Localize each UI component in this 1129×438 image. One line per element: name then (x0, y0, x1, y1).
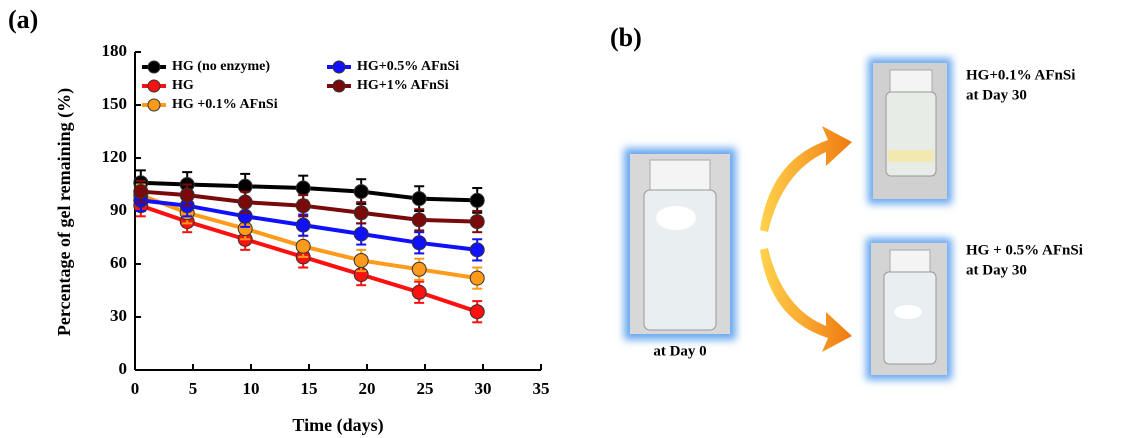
y-tick-label: 30 (110, 306, 127, 325)
data-point (412, 192, 426, 206)
data-point (412, 213, 426, 227)
y-tick-label: 90 (110, 200, 127, 219)
legend-marker (148, 99, 160, 111)
caption: HG+0.1% AFnSi (966, 67, 1075, 83)
legend-label: HG +0.1% AFnSi (172, 97, 278, 112)
caption: at Day 30 (966, 262, 1027, 278)
photo-day0 (624, 148, 736, 340)
legend-label: HG (172, 78, 194, 93)
data-point (180, 188, 194, 202)
y-tick-label: 180 (102, 41, 128, 60)
data-point (238, 195, 252, 209)
panel-label: (a) (8, 5, 38, 34)
data-point (470, 271, 484, 285)
arrow (760, 248, 852, 352)
x-tick-label: 15 (301, 379, 318, 398)
data-point (470, 305, 484, 319)
x-tick-label: 0 (131, 379, 140, 398)
y-tick-label: 150 (102, 94, 128, 113)
legend-label: HG+0.5% AFnSi (357, 59, 459, 74)
y-tick-label: 120 (102, 147, 128, 166)
x-axis-label: Time (days) (292, 415, 383, 436)
data-point (134, 185, 148, 199)
x-tick-label: 10 (243, 379, 260, 398)
data-point (354, 206, 368, 220)
caption: HG + 0.5% AFnSi (966, 242, 1083, 258)
x-tick-label: 25 (417, 379, 434, 398)
y-axis-label: Percentage of gel remaining (%) (54, 88, 75, 336)
y-tick-label: 60 (110, 253, 127, 272)
y-tick-label: 0 (119, 359, 128, 378)
arrow (760, 126, 852, 232)
legend-marker (148, 80, 160, 92)
caption: at Day 30 (966, 87, 1027, 103)
x-tick-label: 35 (533, 379, 550, 398)
data-point (354, 227, 368, 241)
legend-marker (148, 61, 160, 73)
legend-label: HG+1% AFnSi (357, 78, 449, 93)
figure: (a) Time (days) Percentage of gel remain… (0, 0, 1129, 438)
data-point (296, 181, 310, 195)
data-point (296, 199, 310, 213)
data-point (354, 185, 368, 199)
photo-top (868, 58, 952, 204)
x-tick-label: 30 (475, 379, 492, 398)
data-point (296, 239, 310, 253)
legend-marker (333, 80, 345, 92)
x-tick-label: 20 (359, 379, 376, 398)
photo-bottom (866, 238, 952, 380)
legend-label: HG (no enzyme) (172, 59, 270, 74)
data-point (412, 236, 426, 250)
x-tick-label: 5 (189, 379, 198, 398)
data-point (354, 253, 368, 267)
data-point (412, 262, 426, 276)
data-point (470, 243, 484, 257)
caption: at Day 0 (653, 343, 706, 359)
legend-marker (333, 61, 345, 73)
data-point (470, 193, 484, 207)
panel-label: (b) (610, 23, 642, 52)
data-point (412, 285, 426, 299)
data-point (470, 215, 484, 229)
data-point (296, 218, 310, 232)
